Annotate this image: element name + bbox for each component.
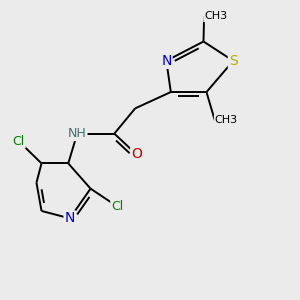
Text: Cl: Cl [13, 135, 25, 148]
Text: CH3: CH3 [204, 11, 227, 21]
Text: N: N [64, 212, 75, 225]
Text: N: N [161, 54, 172, 68]
Text: O: O [131, 148, 142, 161]
Text: CH3: CH3 [215, 115, 238, 125]
Text: S: S [229, 54, 238, 68]
Text: NH: NH [68, 127, 87, 140]
Text: Cl: Cl [111, 200, 123, 213]
